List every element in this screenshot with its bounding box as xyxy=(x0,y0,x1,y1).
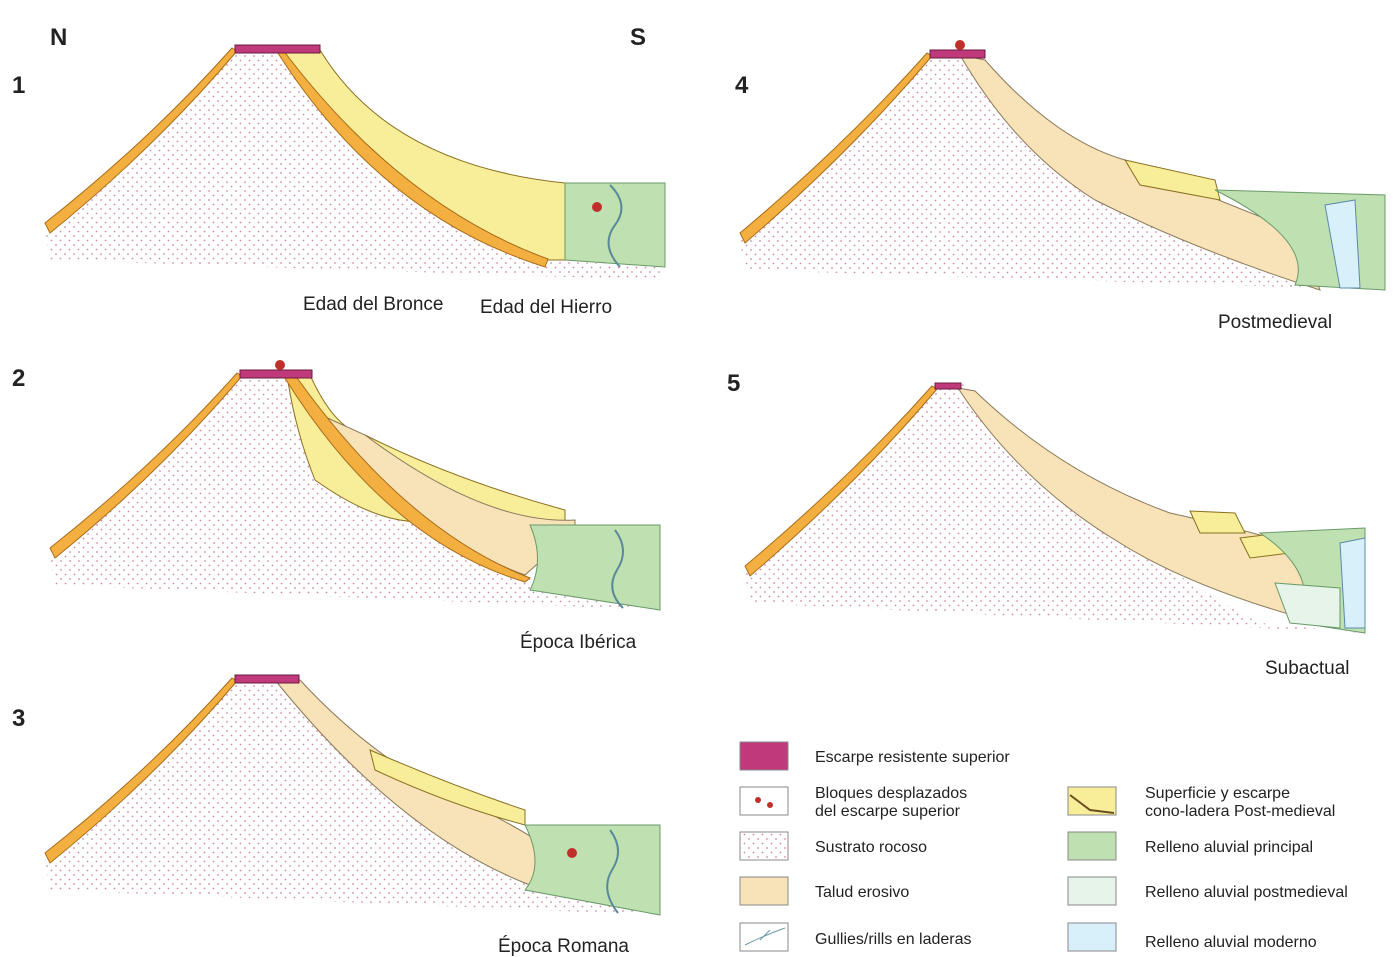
north-label: N xyxy=(50,24,67,51)
legend-label: Gullies/rills en laderas xyxy=(815,931,972,948)
panel-caption: Época Romana xyxy=(498,936,629,957)
legend-label: Escarpe resistente superior xyxy=(815,749,1010,766)
panel-caption: Postmedieval xyxy=(1218,312,1332,333)
panel-3-drawing xyxy=(44,674,661,916)
panel-5-drawing xyxy=(744,382,1366,634)
legend-label: Relleno aluvial moderno xyxy=(1145,934,1317,951)
panel-number: 3 xyxy=(12,705,25,732)
panel-2-drawing xyxy=(49,360,661,611)
legend-swatches xyxy=(739,741,1117,952)
legend-label: Bloques desplazados xyxy=(815,785,967,802)
legend-label: del escarpe superior xyxy=(815,803,961,820)
legend-label: Relleno aluvial principal xyxy=(1145,839,1313,856)
panel-number: 1 xyxy=(12,72,25,99)
panel-number: 2 xyxy=(12,365,25,392)
panel-number: 4 xyxy=(735,72,749,99)
legend-label: cono-ladera Post-medieval xyxy=(1145,803,1335,820)
legend-label: Talud erosivo xyxy=(815,884,909,901)
panel-caption: Edad del Bronce xyxy=(303,294,444,315)
legend-label: Sustrato rocoso xyxy=(815,839,927,856)
legend-label: Superficie y escarpe xyxy=(1145,785,1290,802)
panel-4-drawing xyxy=(739,40,1386,291)
panel-1-drawing xyxy=(44,44,666,280)
panel-caption: Época Ibérica xyxy=(520,632,637,653)
panel-caption: Subactual xyxy=(1265,658,1350,679)
legend-label: Relleno aluvial postmedieval xyxy=(1145,884,1348,901)
panel-caption: Edad del Hierro xyxy=(480,297,612,318)
panel-number: 5 xyxy=(727,370,740,397)
south-label: S xyxy=(630,24,646,51)
